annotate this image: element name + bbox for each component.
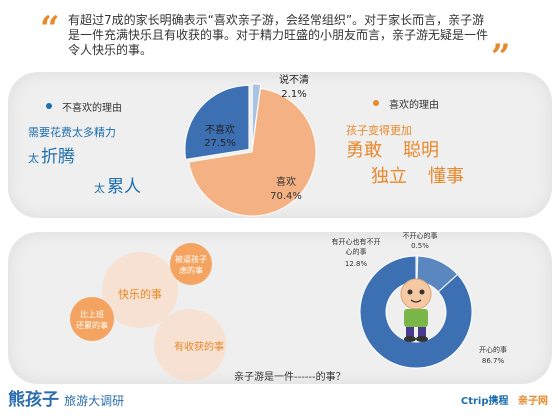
partner-logos: Ctrip携程 亲子网 [461, 392, 548, 407]
bubble-tired [70, 297, 114, 341]
bubble-happy-text: 快乐的事 [118, 287, 162, 301]
dislike-reason-effort: 需要花费太多精力 [28, 126, 116, 139]
pie2-label-happy-value: 86.7% [482, 357, 505, 365]
dislike-reason-prefix-1: 太 [28, 152, 39, 165]
pie2-label-unhappy-value: 0.5% [411, 242, 429, 250]
pie2-label-unhappy-name: 不开心的事 [403, 231, 438, 240]
bubble-worry [170, 243, 212, 285]
bubble-gain-text: 有收获的事 [174, 340, 224, 353]
like-reason-brave: 勇敢 [346, 140, 382, 161]
pie2-label-happy-name: 开心的事 [479, 345, 507, 354]
open-quote-icon: “ [40, 9, 60, 49]
pie1-slice-0 [188, 87, 317, 217]
brand-sub-text: 旅游大调研 [64, 394, 125, 408]
ctrip-logo: Ctrip携程 [460, 396, 509, 407]
partner-logo: 亲子网 [518, 396, 548, 407]
dislike-bullet-icon [46, 103, 52, 109]
close-quote-icon: ” [491, 37, 511, 77]
dislike-reason-hassle: 折腾 [41, 147, 75, 167]
pie1-label-dislike-value: 27.5% [204, 138, 236, 149]
like-reason-independent: 独立 [371, 166, 407, 187]
pie1-label-unsure-name: 说不清 [279, 73, 309, 86]
like-bullet-icon [373, 100, 379, 106]
pie1-slice-1 [184, 84, 250, 160]
pie1-label-like-value: 70.4% [270, 191, 302, 202]
pie1-slice-2 [251, 83, 262, 149]
dislike-reason-tiring: 累人 [107, 177, 141, 197]
intro-text: 有超过7成的家长明确表示“喜欢亲子游，会经常组织”。对于家长而言，亲子游是一件充… [68, 13, 489, 57]
like-reasons-header: 喜欢的理由 [389, 100, 439, 111]
pie2-label-mixed-line-2: 心的事 [346, 247, 367, 256]
pie2-label-mixed-line-1: 有开心也有不开 [332, 237, 381, 246]
bubble-worry-line-2: 虑的事 [179, 265, 203, 275]
bubble-tired-line-1: 比上班 [80, 309, 104, 319]
like-reason-sensible: 懂事 [428, 166, 464, 187]
question-caption: 亲子游是一件------的事？ [234, 372, 346, 383]
brand-logo: 熊孩子 旅游大调研 [8, 385, 124, 410]
like-reason-intro: 孩子变得更加 [346, 124, 412, 137]
bubble-tired-line-2: 还累的事 [76, 320, 108, 330]
pie1-label-like-name: 喜欢 [276, 175, 296, 188]
brand-main-text: 熊孩子 [8, 390, 59, 410]
dislike-reasons-header: 不喜欢的理由 [62, 103, 122, 114]
pie1-label-dislike-name: 不喜欢 [205, 123, 235, 136]
pie2-label-mixed-value: 12.8% [345, 260, 368, 268]
bubble-worry-line-1: 被逼孩子 [175, 254, 207, 264]
dislike-reason-prefix-2: 太 [94, 182, 105, 195]
bubble-gain [154, 309, 226, 381]
bubble-happy [102, 252, 178, 328]
like-reason-smart: 聪明 [403, 140, 439, 161]
pie1-label-unsure-value: 2.1% [281, 89, 306, 100]
